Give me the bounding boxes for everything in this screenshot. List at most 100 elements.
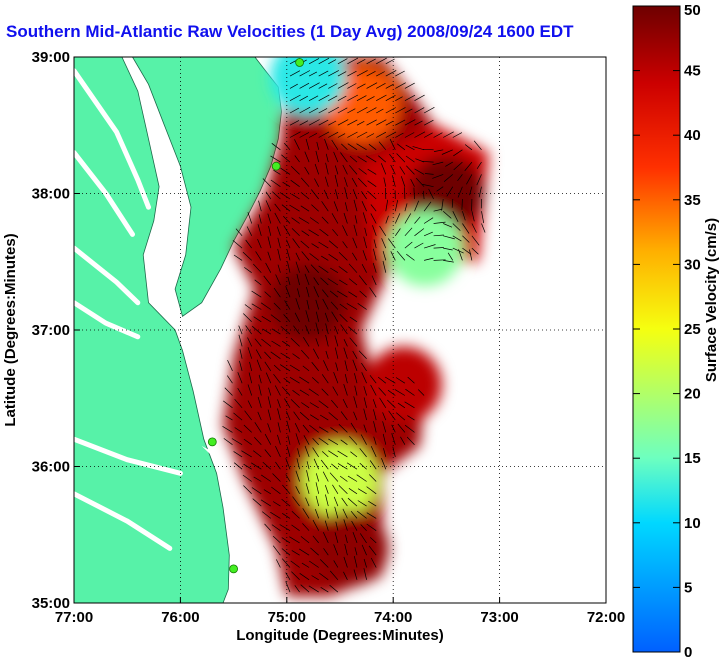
velocity-vector: [273, 169, 281, 175]
velocity-vector: [414, 131, 426, 138]
velocity-vector: [348, 263, 358, 273]
velocity-vector: [423, 244, 436, 249]
velocity-vectors: [222, 57, 486, 593]
velocity-vector: [264, 449, 272, 458]
velocity-vector: [289, 377, 300, 384]
velocity-vector: [321, 451, 329, 458]
velocity-vector: [321, 374, 329, 384]
velocity-vector: [363, 558, 367, 568]
velocity-vector: [325, 323, 329, 335]
velocity-vector: [423, 217, 434, 224]
velocity-vector: [443, 223, 453, 228]
velocity-vector: [342, 508, 348, 519]
velocity-vector: [309, 217, 319, 224]
velocity-vector: [404, 94, 416, 102]
velocity-vector: [363, 408, 367, 421]
velocity-vector: [272, 545, 281, 556]
velocity-vector: [323, 548, 329, 556]
velocity-vector: [313, 277, 319, 286]
velocity-vector: [275, 274, 281, 286]
velocity-vector: [396, 143, 406, 151]
velocity-vector: [273, 364, 281, 372]
velocity-vector: [471, 211, 475, 222]
velocity-vector: [349, 337, 358, 347]
velocity-vector: [325, 162, 329, 175]
velocity-vector: [340, 439, 348, 445]
velocity-vector: [309, 402, 319, 409]
velocity-vector: [322, 298, 329, 310]
velocity-vector: [324, 138, 329, 150]
velocity-vector: [290, 179, 300, 187]
velocity-vector: [271, 340, 281, 347]
velocity-vector: [424, 257, 434, 261]
velocity-vector: [395, 96, 403, 102]
velocity-vector: [339, 303, 348, 310]
velocity-vector: [252, 450, 262, 458]
velocity-vector: [311, 243, 319, 249]
velocity-vector: [277, 422, 281, 433]
velocity-vector: [340, 411, 348, 421]
velocity-vector: [334, 532, 339, 543]
velocity-vector: [397, 423, 406, 433]
velocity-vector: [385, 120, 394, 126]
velocity-vector: [469, 186, 473, 196]
velocity-vector: [264, 291, 272, 298]
velocity-vector: [273, 287, 281, 298]
colorbar-label: Surface Velocity (cm/s): [703, 218, 720, 382]
y-tick-label: 37:00: [32, 322, 70, 339]
velocity-vector: [370, 557, 377, 568]
x-tick-label: 72:00: [587, 609, 625, 626]
velocity-vector: [328, 450, 339, 458]
velocity-vector: [286, 411, 291, 421]
velocity-vector: [385, 199, 389, 212]
velocity-vector: [300, 205, 310, 212]
velocity-vector: [481, 223, 486, 233]
velocity-vector: [258, 214, 262, 224]
velocity-vector: [380, 163, 387, 175]
velocity-vector: [471, 223, 477, 233]
velocity-vector: [363, 424, 367, 433]
velocity-vector: [359, 448, 367, 458]
velocity-vector: [321, 388, 329, 396]
velocity-vector: [443, 235, 455, 240]
velocity-vector: [366, 512, 377, 519]
velocity-vector: [353, 411, 358, 421]
velocity-vector: [406, 436, 415, 445]
velocity-vector: [404, 241, 413, 249]
map-plot-area: [74, 57, 606, 603]
velocity-vector: [283, 215, 291, 224]
colorbar-tick-label: 20: [684, 386, 701, 403]
velocity-vector: [233, 412, 243, 421]
velocity-vector: [361, 191, 367, 200]
velocity-patch: [365, 346, 442, 423]
velocity-vector: [404, 82, 415, 89]
velocity-vector: [471, 247, 479, 255]
velocity-vector: [247, 337, 253, 347]
velocity-vector: [282, 513, 291, 519]
velocity-vector: [369, 460, 377, 470]
velocity-vector: [247, 400, 253, 408]
velocity-vector: [312, 519, 320, 531]
velocity-vector: [264, 523, 272, 531]
velocity-vector: [370, 204, 377, 212]
velocity-vector: [348, 291, 358, 298]
velocity-vector: [347, 143, 358, 151]
velocity-vector: [352, 189, 358, 200]
velocity-vector: [252, 498, 262, 507]
velocity-vector: [315, 322, 320, 335]
velocity-vector: [328, 438, 339, 445]
velocity-vector: [352, 237, 358, 249]
velocity-vector: [293, 411, 300, 421]
velocity-vector: [415, 177, 425, 187]
velocity-vector: [368, 545, 377, 556]
velocity-vector: [376, 119, 387, 126]
velocity-vector: [272, 535, 281, 544]
velocity-vector: [332, 484, 339, 494]
velocity-vector: [452, 223, 461, 231]
velocity-vector: [328, 106, 339, 114]
velocity-vector: [365, 155, 377, 163]
velocity-vector: [271, 328, 281, 335]
velocity-vector: [406, 165, 415, 175]
velocity-vector: [233, 462, 243, 470]
velocity-vector: [348, 278, 358, 286]
